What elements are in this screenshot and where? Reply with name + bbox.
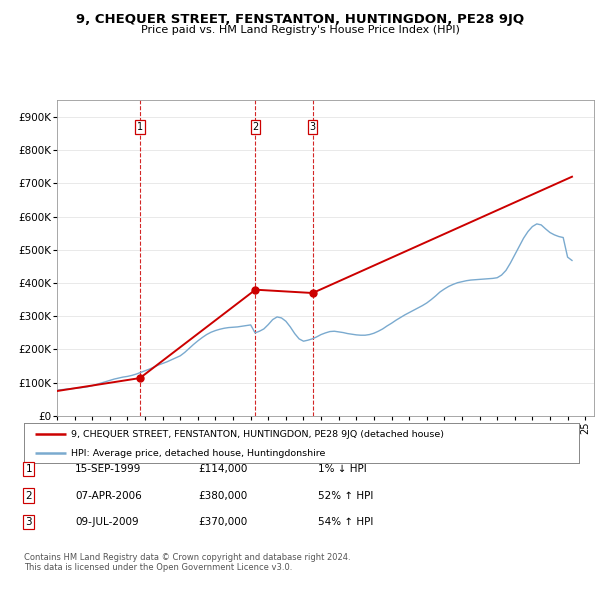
Text: £370,000: £370,000 (198, 517, 247, 527)
Text: 2: 2 (253, 122, 259, 132)
Text: 1% ↓ HPI: 1% ↓ HPI (318, 464, 367, 474)
Text: £380,000: £380,000 (198, 491, 247, 500)
Text: 07-APR-2006: 07-APR-2006 (75, 491, 142, 500)
Text: 9, CHEQUER STREET, FENSTANTON, HUNTINGDON, PE28 9JQ (detached house): 9, CHEQUER STREET, FENSTANTON, HUNTINGDO… (71, 430, 444, 439)
Text: Price paid vs. HM Land Registry's House Price Index (HPI): Price paid vs. HM Land Registry's House … (140, 25, 460, 35)
Text: 9, CHEQUER STREET, FENSTANTON, HUNTINGDON, PE28 9JQ: 9, CHEQUER STREET, FENSTANTON, HUNTINGDO… (76, 13, 524, 26)
Text: 1: 1 (25, 464, 32, 474)
Text: 3: 3 (310, 122, 316, 132)
Text: Contains HM Land Registry data © Crown copyright and database right 2024.: Contains HM Land Registry data © Crown c… (24, 553, 350, 562)
Text: 15-SEP-1999: 15-SEP-1999 (75, 464, 142, 474)
Text: £114,000: £114,000 (198, 464, 247, 474)
Text: 52% ↑ HPI: 52% ↑ HPI (318, 491, 373, 500)
Text: 3: 3 (25, 517, 32, 527)
Text: This data is licensed under the Open Government Licence v3.0.: This data is licensed under the Open Gov… (24, 563, 292, 572)
Text: 2: 2 (25, 491, 32, 500)
Text: 09-JUL-2009: 09-JUL-2009 (75, 517, 139, 527)
Text: 54% ↑ HPI: 54% ↑ HPI (318, 517, 373, 527)
Text: 1: 1 (137, 122, 143, 132)
Text: HPI: Average price, detached house, Huntingdonshire: HPI: Average price, detached house, Hunt… (71, 448, 326, 458)
